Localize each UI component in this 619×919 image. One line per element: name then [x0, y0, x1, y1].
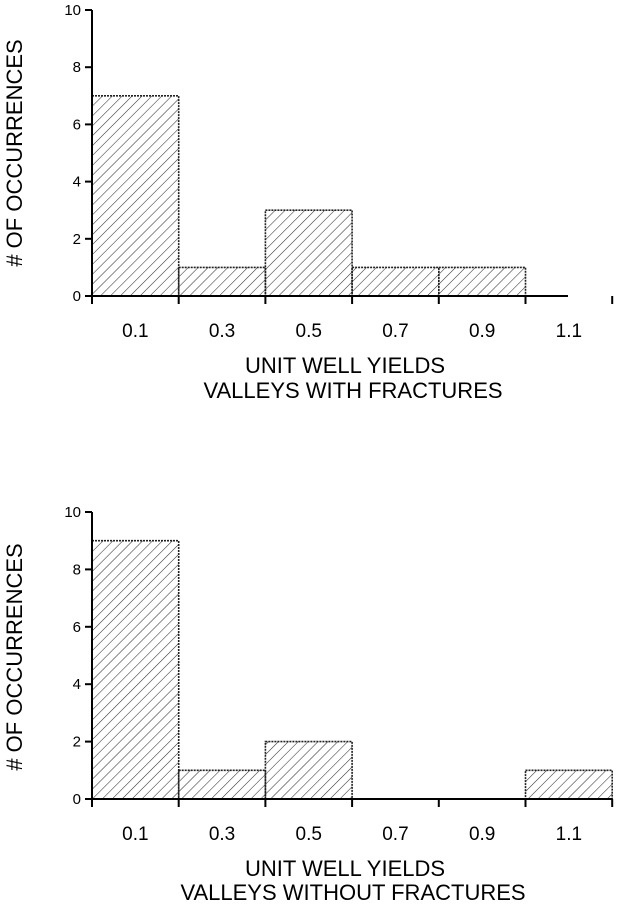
y-tick-label: 8: [73, 561, 81, 578]
axes-group: [91, 10, 568, 297]
histogram-bar: [177, 769, 267, 800]
y-tick-label: 4: [73, 676, 81, 693]
histogram-bar: [524, 769, 613, 800]
x-axis-label-line1: UNIT WELL YIELDS: [245, 353, 445, 378]
x-axis-label-line1: UNIT WELL YIELDS: [245, 856, 445, 881]
x-tick-label: 0.9: [469, 824, 495, 845]
histogram-bar: [91, 95, 180, 297]
y-tick-label: 2: [73, 231, 81, 248]
x-tick-label: 1.1: [556, 824, 582, 845]
histogram-bar: [437, 266, 527, 297]
y-tick-label: 10: [64, 504, 81, 521]
histogram-valleys-without-fractures: 0 2 4 6 8 10 0.1 0.3 0.5 0.7 0.9 1.1 # OF OCCURRENC…: [2, 504, 614, 905]
y-tick-label: 0: [73, 791, 81, 808]
bars-group: [91, 95, 527, 297]
histogram-bar: [177, 266, 267, 297]
x-tick-label: 0.5: [296, 321, 322, 342]
x-axis-label-line2: VALLEYS WITH FRACTURES: [203, 378, 502, 403]
x-tick-label: 0.7: [382, 824, 408, 845]
histogram-bar: [264, 209, 353, 297]
x-tick-label: 0.7: [382, 321, 408, 342]
y-tick-label: 10: [64, 2, 81, 19]
x-tick-label: 0.9: [469, 321, 495, 342]
x-tick-label: 0.1: [122, 824, 148, 845]
histogram-bar: [351, 266, 440, 297]
y-tick-label: 6: [73, 619, 81, 636]
x-tick-label: 0.5: [296, 824, 322, 845]
ticks-group: 0 2 4 6 8 10 0.1 0.3 0.5 0.7 0.9 1.1: [64, 2, 614, 342]
bars-group: [91, 539, 613, 800]
histogram-bar: [91, 539, 180, 800]
histogram-valleys-with-fractures: 0 2 4 6 8 10 0.1 0.3 0.5 0.7 0.9 1.1 # OF OCCURRENC…: [2, 2, 614, 403]
histogram-bar: [264, 740, 353, 800]
y-tick-label: 0: [73, 288, 81, 305]
y-tick-label: 6: [73, 116, 81, 133]
x-tick-label: 0.3: [209, 321, 235, 342]
y-axis-label: # OF OCCURRENCES: [2, 543, 27, 770]
ticks-group: 0 2 4 6 8 10 0.1 0.3 0.5 0.7 0.9 1.1: [64, 504, 614, 845]
x-axis-label-line2: VALLEYS WITHOUT FRACTURES: [180, 880, 525, 905]
x-tick-label: 0.1: [122, 321, 148, 342]
x-tick-label: 1.1: [556, 321, 582, 342]
y-axis-label: # OF OCCURRENCES: [2, 39, 27, 266]
y-tick-label: 4: [73, 174, 81, 191]
x-tick-label: 0.3: [209, 824, 235, 845]
y-tick-label: 8: [73, 59, 81, 76]
y-tick-label: 2: [73, 734, 81, 751]
